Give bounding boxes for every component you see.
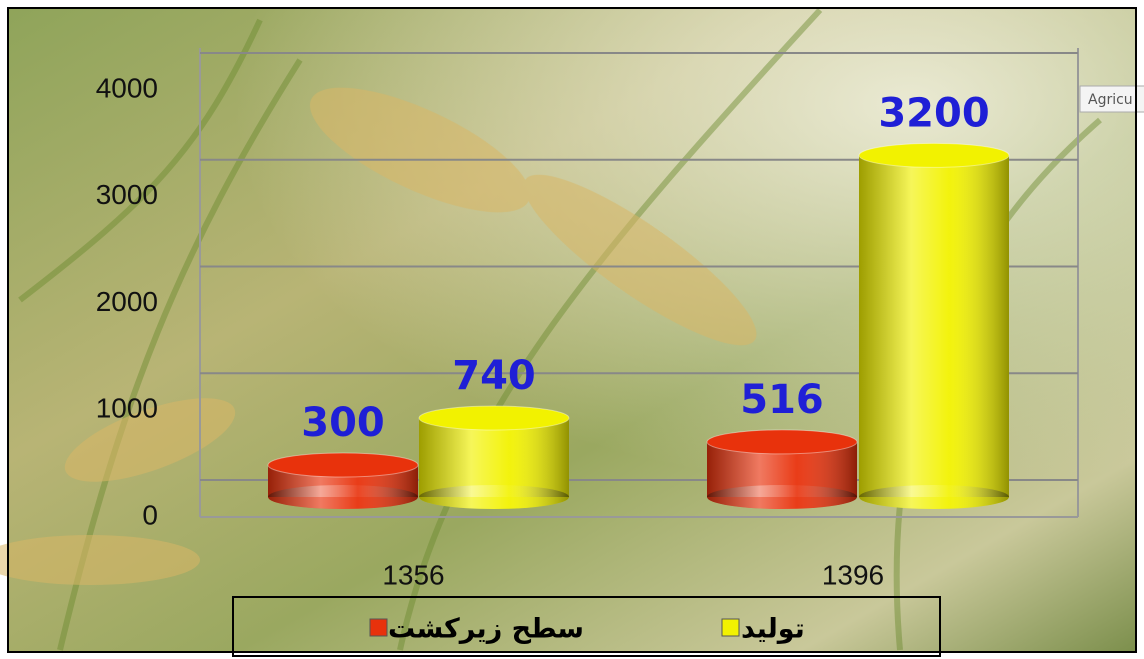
cylinder [268,453,418,509]
cylinder [707,430,857,509]
legend-label: تولید [741,614,805,645]
x-tick-label: 1356 [382,559,444,590]
tooltip-text: Agricu [1088,92,1133,108]
legend-label: سطح زیرکشت [388,614,584,645]
y-tick-label: 3000 [96,179,158,210]
y-tick-label: 0 [142,499,158,530]
cylinder-body-shade [859,155,1009,497]
value-label: 3200 [878,90,989,136]
cylinder-top [859,143,1009,167]
cylinder-top [707,430,857,454]
cylinder [859,143,1009,509]
cylinder [419,406,569,509]
chart: Agricu 0 1000 2000 3000 4000 1356 300 740 1396 51… [0,0,1144,659]
value-label: 740 [452,353,536,399]
cylinder-top [419,406,569,430]
legend-swatch [722,619,739,636]
y-tick-label: 1000 [96,393,158,424]
y-tick-label: 4000 [96,72,158,103]
cylinder-top [268,453,418,477]
value-label: 516 [740,377,824,423]
value-label: 300 [301,400,385,446]
y-tick-label: 2000 [96,286,158,317]
legend-swatch [370,619,387,636]
x-tick-label: 1396 [822,559,884,590]
